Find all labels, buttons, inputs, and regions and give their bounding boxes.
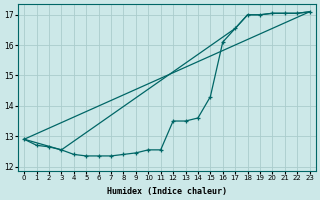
X-axis label: Humidex (Indice chaleur): Humidex (Indice chaleur) xyxy=(107,187,227,196)
